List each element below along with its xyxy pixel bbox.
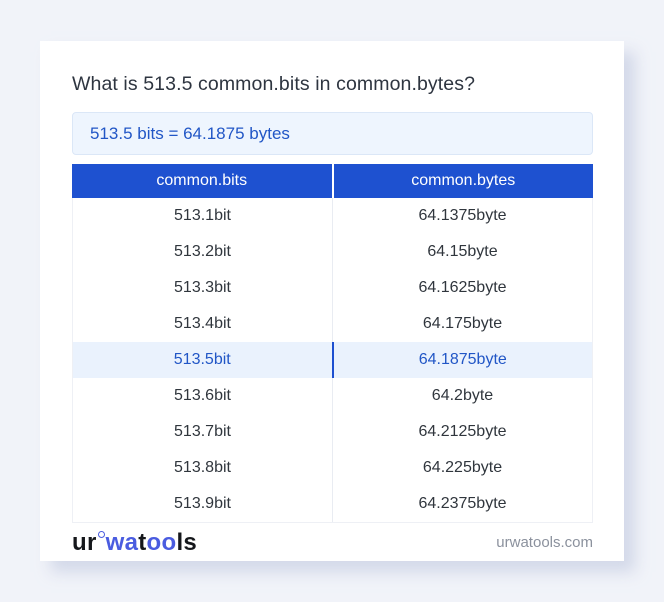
bits-cell: 513.4bit — [73, 306, 333, 342]
bits-cell: 513.7bit — [73, 414, 333, 450]
table-row: 513.9bit 64.2375byte — [73, 486, 592, 522]
conversion-result-box: 513.5 bits = 64.1875 bytes — [72, 112, 593, 155]
bytes-cell: 64.2byte — [431, 387, 494, 404]
bits-cell: 513.3bit — [73, 270, 333, 306]
logo-text-oo: oo — [146, 528, 177, 556]
bytes-cell: 64.15byte — [427, 243, 498, 260]
bits-cell: 513.8bit — [73, 450, 333, 486]
bits-cell: 513.1bit — [73, 198, 333, 234]
table-row: 513.2bit 64.15byte — [73, 234, 592, 270]
conversion-card: What is 513.5 common.bits in common.byte… — [40, 41, 624, 561]
degree-circle-icon — [97, 530, 105, 538]
bits-cell: 513.2bit — [73, 234, 333, 270]
table-header-row: common.bits common.bytes — [72, 164, 593, 198]
logo-text-ur: ur — [72, 528, 97, 556]
bytes-cell: 64.2125byte — [418, 423, 507, 440]
table-row: 513.4bit 64.175byte — [73, 306, 592, 342]
card-footer: ur wa t oo ls urwatools.com — [72, 523, 593, 562]
conversion-result-text: 513.5 bits = 64.1875 bytes — [90, 123, 290, 143]
table-row: 513.3bit 64.1625byte — [73, 270, 592, 306]
logo-text-wa: wa — [105, 528, 139, 556]
conversion-table: common.bits common.bytes 513.1bit 64.1375… — [72, 164, 593, 523]
bits-cell: 513.9bit — [73, 486, 333, 522]
column-header-bytes: common.bytes — [411, 172, 516, 189]
logo-text-ls: ls — [176, 528, 198, 556]
conversion-table-body: 513.1bit 64.1375byte 513.2bit 64.15byte 513.… — [72, 198, 593, 523]
bytes-cell: 64.1375byte — [418, 207, 507, 224]
logo-text-t: t — [138, 528, 147, 556]
urwatools-logo[interactable]: ur wa t oo ls — [72, 529, 197, 557]
table-row: 513.8bit 64.225byte — [73, 450, 592, 486]
site-url-link[interactable]: urwatools.com — [496, 534, 593, 551]
bytes-cell: 64.1875byte — [418, 351, 507, 368]
table-row: 513.6bit 64.2byte — [73, 378, 592, 414]
table-row: 513.7bit 64.2125byte — [73, 414, 592, 450]
table-row: 513.1bit 64.1375byte — [73, 198, 592, 234]
column-header-bits: common.bits — [72, 164, 334, 198]
page-title: What is 513.5 common.bits in common.byte… — [72, 73, 476, 95]
bits-cell: 513.5bit — [73, 342, 334, 378]
bits-cell: 513.6bit — [73, 378, 333, 414]
bytes-cell: 64.175byte — [422, 315, 503, 332]
bytes-cell: 64.1625byte — [418, 279, 507, 296]
bytes-cell: 64.2375byte — [418, 495, 507, 512]
bytes-cell: 64.225byte — [422, 459, 503, 476]
table-row: 513.5bit 64.1875byte — [73, 342, 592, 378]
